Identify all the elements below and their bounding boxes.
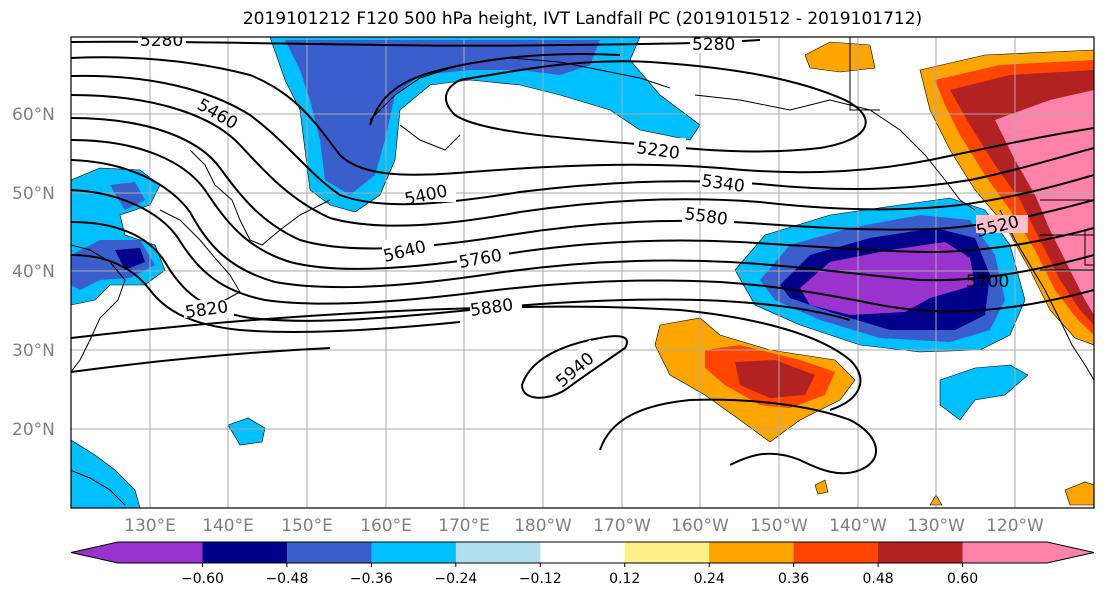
latitude-labels: 20°N 30°N 40°N 50°N 60°N	[12, 105, 55, 440]
colorbar-ticks: −0.60 −0.48 −0.36 −0.24 −0.12 0.12 0.24 0.36 0.4…	[181, 563, 978, 587]
colorbar-tick-label: −0.12	[519, 571, 562, 587]
negative-anomaly-fields	[71, 37, 1029, 508]
map-frame	[70, 36, 1095, 509]
contour-label: 5280	[140, 31, 183, 51]
contour-line-g	[71, 189, 1094, 313]
contour-line-f	[71, 159, 1094, 289]
colorbar-swatch	[709, 542, 795, 563]
anomaly-orange-spot2	[814, 479, 829, 495]
colorbar-tick-label: −0.48	[265, 571, 308, 587]
lat-label: 30°N	[12, 341, 55, 361]
colorbar-swatch	[962, 542, 1094, 563]
colorbar-swatch	[878, 542, 964, 563]
colorbar-tick-label: −0.24	[434, 571, 477, 587]
contour-5220-outer	[369, 52, 621, 126]
contour-5220	[445, 60, 867, 153]
anomaly-blue-small	[227, 417, 266, 446]
colorbar-swatch	[455, 542, 541, 563]
colorbar-tick-label: 0.48	[863, 571, 894, 587]
lat-label: 50°N	[12, 184, 55, 204]
anomaly-blue-subtropical	[939, 364, 1029, 421]
contour-line-b	[71, 74, 1094, 206]
contour-label: 5700	[966, 272, 1009, 292]
lon-label: 160°E	[360, 516, 412, 536]
lon-label: 130°W	[907, 516, 965, 536]
map-plot-area: 5280 5280 5460 5220 5400 5340 5580 5520 …	[71, 31, 1094, 508]
colorbar-swatch	[71, 542, 203, 563]
contour-label: 5280	[692, 35, 735, 55]
longitude-labels: 130°E 140°E 150°E 160°E 170°E 180°W 170°…	[124, 516, 1044, 536]
anomaly-blue-north-inner	[285, 40, 600, 195]
colorbar-swatch	[793, 542, 879, 563]
lon-label: 120°W	[986, 516, 1044, 536]
colorbar-swatch	[202, 542, 288, 563]
contour-line-j	[71, 347, 331, 373]
contour-line-a	[71, 56, 1094, 176]
lat-label: 40°N	[12, 262, 55, 282]
lon-label: 170°E	[438, 516, 490, 536]
colorbar-tick-label: 0.12	[609, 571, 640, 587]
colorbar-swatch	[540, 542, 626, 563]
colorbar-tick-label: 0.24	[694, 571, 725, 587]
colorbar-swatch	[624, 542, 710, 563]
lon-label: 160°W	[671, 516, 729, 536]
contour-line-h	[71, 221, 851, 322]
contour-labels: 5280 5280 5460 5220 5400 5340 5580 5520 …	[138, 31, 1028, 392]
colorbar-tick-label: −0.60	[181, 571, 224, 587]
anomaly-purple-pacific	[800, 242, 975, 315]
colorbar-outline	[70, 541, 1095, 564]
colorbar-tick-label: 0.60	[947, 571, 978, 587]
map-title: 2019101212 F120 500 hPa height, IVT Land…	[242, 9, 923, 29]
anomaly-navy-asia	[115, 248, 145, 270]
lon-label: 150°W	[750, 516, 808, 536]
lon-label: 140°W	[829, 516, 887, 536]
anomaly-orange-spot1	[1064, 481, 1094, 506]
lon-label: 180°W	[514, 516, 572, 536]
colorbar-swatch	[371, 542, 457, 563]
lon-label: 130°E	[124, 516, 176, 536]
lat-label: 20°N	[12, 420, 55, 440]
lon-label: 150°E	[281, 516, 333, 536]
anomaly-blue-sw	[71, 439, 141, 508]
contour-line-e	[71, 139, 1094, 270]
lon-label: 140°E	[202, 516, 254, 536]
anomaly-pink-coast	[995, 90, 1094, 315]
lon-label: 170°W	[593, 516, 651, 536]
colorbar-tick-label: −0.36	[350, 571, 393, 587]
colorbar-swatch	[286, 542, 372, 563]
lat-label: 60°N	[12, 105, 55, 125]
height-contours	[71, 39, 1094, 475]
contour-line-c	[71, 94, 1094, 227]
contour-line-d	[71, 117, 1094, 250]
contour-5880	[71, 305, 862, 411]
colorbar-tick-label: 0.36	[778, 571, 809, 587]
anomaly-darkred-subtropical	[735, 360, 815, 398]
contour-line-k	[599, 398, 877, 475]
colorbar-swatches	[70, 541, 1095, 564]
contour-5940	[520, 335, 628, 399]
